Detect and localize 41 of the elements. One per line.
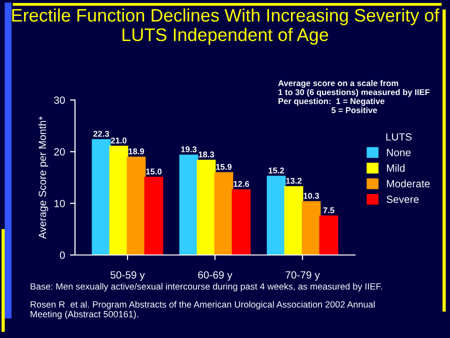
bar	[144, 176, 164, 255]
data-label: 15.2	[268, 168, 284, 174]
y-tick-label: 10	[54, 200, 65, 208]
x-tick-label: 70-79 y	[286, 271, 320, 281]
bar	[214, 172, 234, 255]
data-label: 18.3	[198, 152, 214, 158]
bar	[179, 154, 198, 255]
data-label: 19.3	[181, 146, 197, 152]
bar	[266, 176, 286, 255]
text: Base: Men sexually active/sexual intercourse during past 4 weeks, as measured by IIEF.	[30, 283, 382, 292]
data-label: 13.2	[286, 178, 302, 184]
data-label: 18.9	[128, 148, 144, 154]
data-label: 12.6	[234, 180, 250, 187]
legend-title: LUTS	[386, 133, 412, 141]
bar	[196, 160, 216, 255]
x-tick-label: 60-69 y	[198, 271, 232, 281]
y-axis-title: Average Score per Month*	[38, 116, 48, 239]
legend-label: Moderate	[386, 180, 430, 188]
chart-title: Erectile Function Declines With Increasing Severity of LUTS Independent of Age	[12, 8, 440, 45]
bar	[232, 189, 251, 255]
data-label: 15.9	[216, 164, 232, 170]
y-tick-label: 30	[54, 96, 65, 104]
bar	[126, 156, 146, 255]
bar	[302, 201, 321, 255]
bar	[109, 146, 128, 255]
data-label: 21.0	[110, 138, 127, 144]
x-tick-label: 50-59 y	[110, 271, 145, 281]
y-tick-label: 0	[60, 252, 65, 259]
data-label: 22.3	[93, 130, 110, 137]
bar	[319, 216, 338, 255]
legend-label: None	[386, 148, 411, 156]
legend-label: Mild	[386, 164, 405, 172]
data-label: 7.5	[323, 207, 334, 214]
annotation: Average score on a scale from 1 to 30 (6 questions) measured by IIEF Per question: 1 = Negative 5 = Positive	[278, 80, 430, 114]
data-label: 15.0	[146, 168, 162, 174]
legend-label: Severe	[386, 196, 419, 203]
text: Rosen R et al. Program Abstracts of the American Urological Association 2002 Annual Meeting (Abstract 500161).	[30, 301, 375, 320]
y-tick-label: 20	[54, 148, 65, 156]
bar	[92, 139, 111, 255]
data-label: 10.3	[304, 192, 320, 199]
bar	[284, 186, 304, 255]
